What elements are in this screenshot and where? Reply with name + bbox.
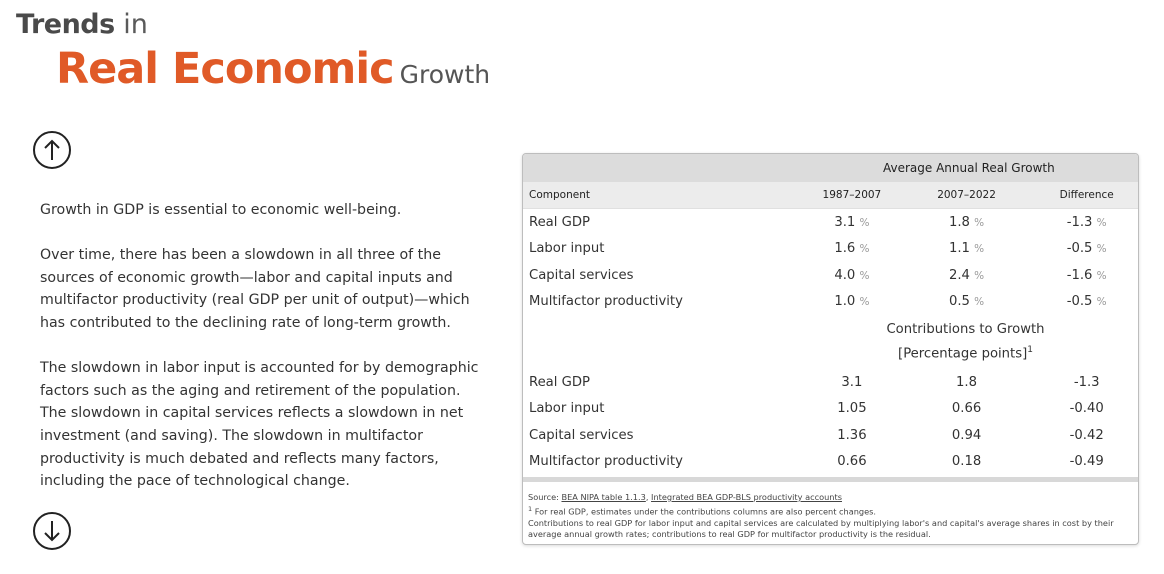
header-line2: Real Economic Growth xyxy=(56,42,490,105)
col-period-2: 2007–2022 xyxy=(937,189,996,201)
table-title: Average Annual Real Growth xyxy=(883,161,1055,175)
header-trends: Trends xyxy=(16,9,115,40)
value-period-2: 0.94 xyxy=(951,427,982,443)
table-row: Multifactor productivity 1.0 % 0.5 % -0.5 % xyxy=(523,289,1138,316)
header-in: in xyxy=(123,9,148,40)
col-component: Component xyxy=(529,189,590,201)
row-label: Multifactor productivity xyxy=(529,294,683,310)
value-period-2: 2.4 % xyxy=(948,267,985,283)
value-difference: -0.5 % xyxy=(1066,294,1107,310)
source-link-productivity[interactable]: Integrated BEA GDP-BLS productivity acco… xyxy=(651,492,842,502)
paragraph-1: Growth in GDP is essential to economic w… xyxy=(40,202,402,218)
page-header: Trends in Real Economic Growth xyxy=(16,8,490,105)
scroll-down-button[interactable] xyxy=(33,512,71,550)
percent-sign: % xyxy=(974,243,985,256)
table-row: Labor input 1.6 % 1.1 % -0.5 % xyxy=(523,236,1138,263)
table-row: Capital services 1.36 0.94 -0.42 xyxy=(523,422,1138,449)
value-difference: -1.3 % xyxy=(1066,214,1107,230)
paragraph-3: The slowdown in labor input is accounted… xyxy=(40,360,479,490)
value-difference: -0.40 xyxy=(1069,401,1104,417)
value-difference: -1.3 xyxy=(1073,374,1100,390)
value-period-1: 1.0 % xyxy=(834,294,870,310)
source-link-nipa[interactable]: BEA NIPA table 1.1.3 xyxy=(561,492,646,502)
percent-sign: % xyxy=(859,243,870,256)
percent-sign: % xyxy=(974,269,985,282)
value-period-1: 0.66 xyxy=(837,454,867,470)
row-label: Capital services xyxy=(529,267,634,283)
table-title-band: Average Annual Real Growth xyxy=(523,154,1138,182)
value-difference: -1.6 % xyxy=(1066,267,1107,283)
page-title: Real Economic xyxy=(56,44,395,94)
contrib-rows: Real GDP 3.1 1.8 -1.3 Labor input 1.05 0.66 -0.… xyxy=(523,369,1138,475)
percent-sign: % xyxy=(1096,243,1107,256)
table-notes: Source: BEA NIPA table 1.1.3, Integrated… xyxy=(523,482,1138,541)
value-period-2: 1.8 % xyxy=(948,214,985,230)
body-text: Growth in GDP is essential to economic w… xyxy=(40,199,480,515)
row-label: Labor input xyxy=(529,401,605,417)
value-period-2: 0.5 % xyxy=(948,294,985,310)
percent-sign: % xyxy=(1096,296,1107,309)
table-row: Real GDP 3.1 % 1.8 % -1.3 % xyxy=(523,209,1138,236)
value-difference: -0.5 % xyxy=(1066,241,1107,257)
percent-sign: % xyxy=(974,216,985,229)
row-label: Real GDP xyxy=(529,214,590,230)
scroll-up-button[interactable] xyxy=(33,131,71,169)
arrow-up-icon xyxy=(44,139,60,160)
percent-sign: % xyxy=(859,296,870,309)
header-growth: Growth xyxy=(399,60,491,89)
table-divider xyxy=(523,477,1138,482)
source-line: Source: BEA NIPA table 1.1.3, Integrated… xyxy=(528,492,842,502)
growth-rows: Real GDP 3.1 % 1.8 % -1.3 % Labor input 1.6 %… xyxy=(523,209,1138,315)
table-row: Multifactor productivity 0.66 0.18 -0.49 xyxy=(523,449,1138,476)
value-period-2: 0.18 xyxy=(951,454,982,470)
value-period-2: 0.66 xyxy=(951,401,982,417)
percent-sign: % xyxy=(1096,216,1107,229)
value-difference: -0.49 xyxy=(1069,454,1104,470)
paragraph-2: Over time, there has been a slowdown in … xyxy=(40,247,470,331)
contributions-subheader: Contributions to Growth [Percentage poin… xyxy=(523,315,1138,369)
value-period-1: 1.6 % xyxy=(834,241,870,257)
value-period-1: 1.05 xyxy=(837,401,867,417)
percent-sign: % xyxy=(1096,269,1107,282)
growth-table-panel: Average Annual Real Growth Component 198… xyxy=(522,153,1139,545)
value-period-1: 3.1 % xyxy=(834,214,870,230)
table-row: Capital services 4.0 % 2.4 % -1.6 % xyxy=(523,262,1138,289)
row-label: Real GDP xyxy=(529,374,590,390)
table-row: Real GDP 3.1 1.8 -1.3 xyxy=(523,369,1138,396)
value-period-1: 4.0 % xyxy=(834,267,870,283)
contributions-title: Contributions to Growth xyxy=(886,321,1045,337)
value-period-1: 1.36 xyxy=(837,427,867,443)
percent-sign: % xyxy=(859,216,870,229)
col-period-1: 1987–2007 xyxy=(822,189,882,201)
table-row: Labor input 1.05 0.66 -0.40 xyxy=(523,396,1138,423)
value-period-2: 1.1 % xyxy=(948,241,985,257)
row-label: Labor input xyxy=(529,241,605,257)
arrow-down-icon xyxy=(44,521,60,542)
row-label: Multifactor productivity xyxy=(529,454,683,470)
value-period-2: 1.8 xyxy=(956,374,978,390)
row-label: Capital services xyxy=(529,427,634,443)
value-period-1: 3.1 xyxy=(841,374,863,390)
percent-sign: % xyxy=(974,296,985,309)
value-difference: -0.42 xyxy=(1069,427,1104,443)
contributions-unit: [Percentage points]1 xyxy=(898,344,1033,362)
col-difference: Difference xyxy=(1059,189,1114,201)
footnote-1: 1 For real GDP, estimates under the cont… xyxy=(528,504,877,517)
percent-sign: % xyxy=(859,269,870,282)
table-column-header: Component 1987–2007 2007–2022 Difference xyxy=(523,182,1138,209)
header-line1: Trends in xyxy=(16,8,490,42)
footnote-2: Contributions to real GDP for labor inpu… xyxy=(528,517,1114,540)
